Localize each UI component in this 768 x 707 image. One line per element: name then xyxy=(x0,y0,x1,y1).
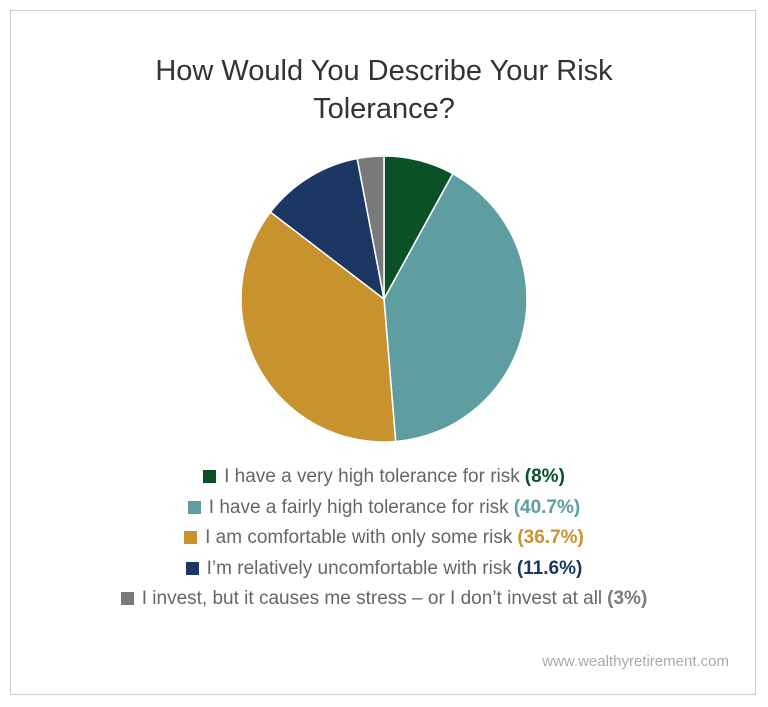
legend-label: I’m relatively uncomfortable with risk xyxy=(206,557,512,579)
value-label: (36.7%) xyxy=(517,527,584,548)
frame xyxy=(10,10,756,695)
legend-label: I have a fairly high tolerance for risk xyxy=(208,496,509,518)
pie-chart xyxy=(240,155,528,443)
value-label: (40.7%) xyxy=(513,496,581,518)
pie-slice xyxy=(240,211,397,443)
pie-slice xyxy=(383,172,528,443)
legend-swatch xyxy=(187,500,201,514)
value-label: (3%) xyxy=(607,588,648,609)
chart-title: How Would You Describe Your Risk Toleran… xyxy=(155,55,613,125)
legend: I have a very high tolerance for risk (8%… xyxy=(0,462,768,615)
legend-item: I invest, but it causes me stress – or I… xyxy=(0,584,768,615)
legend-swatch xyxy=(185,561,199,575)
legend-swatch xyxy=(184,531,198,544)
legend-label: I have a very high tolerance for risk xyxy=(224,466,520,487)
legend-swatch xyxy=(120,592,134,605)
legend-item: I’m relatively uncomfortable with risk (1… xyxy=(0,554,768,585)
legend-label: I invest, but it causes me stress – or I… xyxy=(141,588,603,609)
legend-item: I am comfortable with only some risk (36.… xyxy=(0,523,768,554)
source: www.wealthyretirement.com xyxy=(542,653,729,670)
pie-slice xyxy=(269,157,386,301)
legend-label: I am comfortable with only some risk xyxy=(205,527,513,548)
value-label: (8%) xyxy=(524,466,565,487)
legend-item: I have a fairly high tolerance for risk(… xyxy=(0,493,768,524)
value-label: (11.6%) xyxy=(516,557,583,579)
pie-slice xyxy=(356,155,385,300)
legend-swatch xyxy=(203,470,217,483)
legend-item: I have a very high tolerance for risk (8%… xyxy=(0,462,768,493)
